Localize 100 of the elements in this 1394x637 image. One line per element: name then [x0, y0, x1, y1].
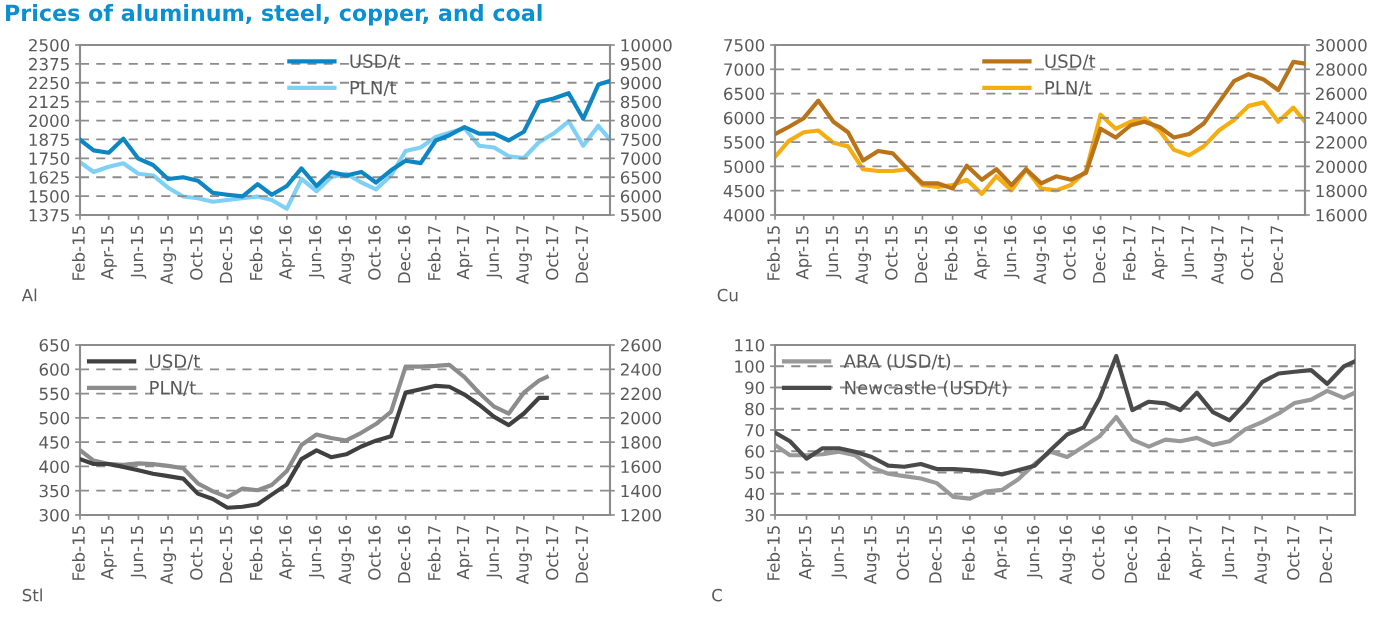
y-tick-label: 2375	[29, 57, 69, 71]
y-tick-label: 5500	[724, 136, 765, 149]
y2-tick-label: 9000	[620, 76, 662, 90]
x-tick-label: Jun-17	[486, 226, 503, 279]
y-tick-label: 1375	[29, 208, 69, 222]
legend-label: PLN/t	[350, 81, 397, 96]
x-tick-label: Aug-17	[1211, 226, 1227, 285]
x-tick-label: Dec-15	[914, 226, 928, 283]
x-tick-label: Oct-16	[368, 225, 381, 280]
y-tick-label: 90	[745, 381, 765, 395]
x-tick-label: Jun-17	[1181, 226, 1198, 279]
chart-title: Prices of aluminum, steel, copper, and coal	[6, 4, 542, 26]
y-tick-label: 2125	[29, 95, 69, 109]
x-tick-label: Oct-15	[190, 526, 203, 580]
x-tick-label: Aug-15	[160, 526, 177, 585]
x-tick-label: Oct-15	[896, 526, 910, 580]
x-tick-label: Feb-16	[944, 225, 958, 280]
y-tick-label: 4500	[723, 184, 765, 198]
x-tick-label: Jun-15	[831, 526, 848, 579]
x-tick-label: Aug-16	[338, 225, 355, 285]
x-tick-label: Aug-16	[338, 525, 355, 585]
y-tick-label: 550	[39, 387, 70, 401]
y2-tick-label: 6000	[620, 190, 662, 203]
x-tick-label: Apr-15	[796, 226, 812, 280]
x-tick-label: Oct-15	[885, 226, 898, 280]
y-tick-label: 70	[745, 423, 765, 437]
x-tick-label: Aug-15	[864, 526, 880, 585]
y-tick-label: 50	[745, 466, 765, 480]
y-tick-label: 100	[735, 360, 765, 373]
y-tick-label: 6000	[724, 111, 765, 125]
x-tick-label: Oct-17	[1286, 526, 1300, 580]
y-tick-label: 2500	[29, 38, 70, 52]
x-tick-label: Apr-17	[1189, 526, 1205, 580]
text: Cu	[717, 288, 738, 302]
x-tick-label: Aug-16	[1033, 225, 1050, 285]
legend-label: PLN/t	[150, 381, 196, 396]
x-tick-label: Feb-16	[249, 525, 263, 580]
y-tick-label: 600	[39, 363, 70, 376]
x-tick-label: Jun-16	[308, 225, 325, 279]
legend-label: USD/t	[1045, 54, 1096, 70]
line-series	[80, 119, 610, 211]
y-tick-label: 2000	[29, 114, 70, 128]
x-tick-label: Jun-16	[1003, 225, 1020, 279]
x-tick-label: Oct-17	[545, 226, 559, 280]
x-tick-label: Jun-17	[486, 526, 503, 579]
x-tick-label: Jun-15	[130, 226, 147, 279]
x-tick-label: Oct-17	[545, 526, 559, 580]
x-tick-label: Feb-16	[249, 225, 263, 280]
x-tick-label: Feb-15	[71, 226, 85, 280]
y2-tick-label: 5500	[621, 208, 662, 222]
x-tick-label: Apr-16	[279, 225, 295, 280]
x-tick-label: Dec-15	[219, 526, 233, 583]
y-tick-label: 1500	[29, 190, 70, 203]
x-tick-label: Oct-15	[190, 226, 203, 280]
line-series	[80, 383, 549, 510]
y-tick-label: 400	[39, 460, 70, 473]
x-tick-label: Apr-15	[101, 226, 117, 280]
y2-tick-label: 1600	[621, 460, 662, 473]
y2-tick-label: 7500	[621, 133, 662, 147]
x-tick-label: Feb-15	[71, 526, 85, 580]
y2-tick-label: 24000	[1315, 111, 1367, 125]
x-tick-label: Apr-16	[994, 525, 1011, 580]
x-tick-label: Feb-17	[427, 226, 441, 280]
x-tick-label: Dec-17	[1270, 226, 1284, 283]
legend-label: ARA (USD/t)	[843, 354, 951, 371]
y2-tick-label: 30000	[1315, 38, 1367, 52]
text: Stl	[22, 588, 42, 602]
y-tick-label: 5000	[724, 160, 765, 173]
x-tick-label: Dec-15	[219, 226, 233, 283]
y-tick-label: 60	[745, 445, 765, 458]
y-tick-label: 110	[735, 338, 765, 352]
x-tick-label: Dec-16	[397, 225, 411, 283]
x-tick-label: Aug-15	[855, 226, 872, 285]
y2-tick-label: 6500	[620, 171, 662, 184]
legend-label: USD/t	[150, 354, 200, 370]
x-tick-label: Dec-15	[929, 526, 942, 583]
x-tick-label: Oct-16	[368, 525, 381, 580]
x-tick-label: Dec-17	[1319, 526, 1333, 583]
y-tick-label: 1875	[29, 133, 69, 147]
y2-tick-label: 20000	[1315, 160, 1367, 173]
y-tick-label: 1625	[29, 171, 69, 184]
y-tick-label: 2250	[29, 76, 70, 90]
legend-label: Newcastle (USD/t)	[845, 380, 1007, 397]
y-tick-label: 6500	[724, 87, 765, 101]
y2-tick-label: 28000	[1315, 63, 1367, 76]
x-tick-label: Oct-16	[1091, 525, 1105, 580]
y2-tick-label: 7000	[621, 152, 662, 165]
y2-tick-label: 1800	[621, 436, 662, 449]
x-tick-label: Jun-16	[308, 525, 325, 579]
x-tick-label: Apr-15	[101, 526, 117, 580]
y-tick-label: 7500	[724, 38, 765, 52]
x-tick-label: Apr-16	[974, 225, 990, 280]
y2-tick-label: 2200	[620, 387, 662, 401]
x-tick-label: Apr-17	[1151, 226, 1168, 280]
y-tick-label: 4000	[723, 208, 765, 222]
line-series	[80, 78, 610, 199]
x-tick-label: Dec-17	[575, 526, 589, 583]
x-tick-label: Apr-17	[456, 526, 473, 580]
x-tick-label: Aug-17	[516, 526, 532, 585]
legend-label: USD/t	[350, 54, 401, 70]
